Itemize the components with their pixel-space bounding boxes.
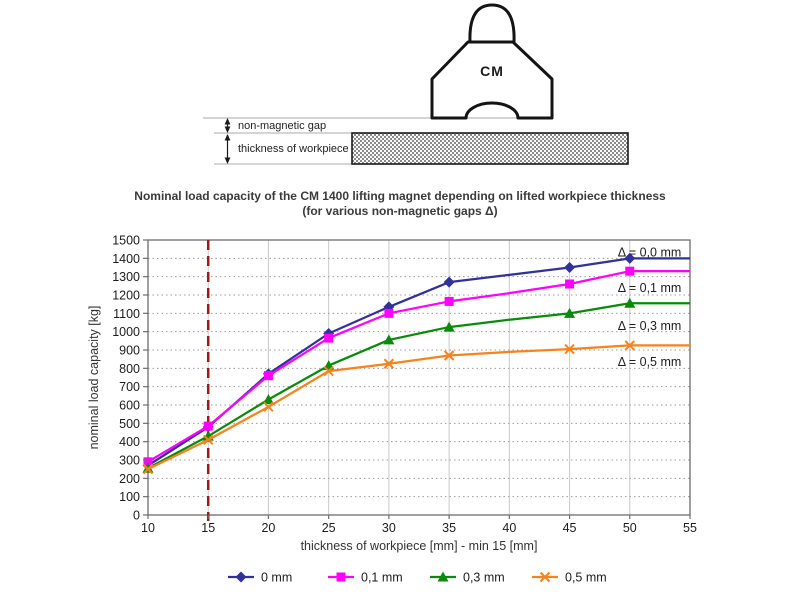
y-tick-label: 200 xyxy=(119,472,140,486)
x-tick-label: 25 xyxy=(322,521,336,535)
y-tick-label: 700 xyxy=(119,380,140,394)
y-tick-label: 600 xyxy=(119,399,140,413)
series-line-0mm xyxy=(147,257,690,467)
y-tick-label: 1400 xyxy=(112,252,140,266)
gap-label: non-magnetic gap xyxy=(238,120,326,132)
x-tick-label: 20 xyxy=(261,521,275,535)
y-tick-label: 500 xyxy=(119,417,140,431)
series-marker-triangle xyxy=(564,307,576,318)
series-annotation-0mm: Δ = 0,0 mm xyxy=(618,245,682,259)
series-marker-diamond xyxy=(235,571,247,583)
legend-label: 0,3 mm xyxy=(463,571,505,585)
series-marker-square xyxy=(444,296,454,306)
series-marker-square xyxy=(324,333,334,343)
series-marker-diamond xyxy=(624,252,636,264)
x-tick-label: 55 xyxy=(683,521,697,535)
series-marker-square xyxy=(384,308,394,318)
x-tick-label: 15 xyxy=(201,521,215,535)
y-tick-label: 0 xyxy=(133,509,140,523)
thickness-dimension-arrow xyxy=(224,134,231,164)
legend-label: 0 mm xyxy=(261,571,292,585)
series-marker-triangle xyxy=(437,571,449,582)
y-tick-label: 400 xyxy=(119,435,140,449)
plot-border xyxy=(147,239,691,516)
y-tick-label: 800 xyxy=(119,362,140,376)
series-line-03mm xyxy=(147,302,690,470)
series-marker-x xyxy=(142,463,154,475)
chart-title-line1: Nominal load capacity of the CM 1400 lif… xyxy=(134,189,666,203)
series-marker-triangle xyxy=(383,334,395,345)
series-annotation-01mm: Δ = 0,1 mm xyxy=(618,281,682,295)
y-tick-label: 1200 xyxy=(112,289,140,303)
x-tick-label: 30 xyxy=(382,521,396,535)
magnet-diagram: CM non-magnetic gap thickness of workpie… xyxy=(203,3,629,165)
chart-title: Nominal load capacity of the CM 1400 lif… xyxy=(0,189,800,218)
series-marker-triangle xyxy=(624,297,636,308)
series-marker-square xyxy=(336,572,346,582)
series-annotation-05mm: Δ = 0,5 mm xyxy=(618,355,682,369)
series-marker-x xyxy=(263,401,274,413)
series-marker-square xyxy=(143,457,153,467)
x-tick-label: 35 xyxy=(442,521,456,535)
y-tick-label: 100 xyxy=(119,490,140,504)
series-marker-triangle xyxy=(443,321,455,332)
magnet-lifting-eye-dome xyxy=(468,3,516,43)
series-marker-triangle xyxy=(142,462,154,473)
magnet-label: CM xyxy=(480,63,504,79)
y-tick-label: 1500 xyxy=(112,234,140,248)
x-tick-label: 45 xyxy=(563,521,577,535)
series-marker-diamond xyxy=(564,262,576,273)
series-marker-x xyxy=(383,358,395,369)
x-axis-title: thickness of workpiece [mm] - min 15 [mm… xyxy=(301,539,538,553)
series-marker-square xyxy=(625,266,635,276)
series-marker-square xyxy=(263,371,273,381)
series-marker-square xyxy=(565,279,575,289)
y-axis-title: nominal load capacity [kg] xyxy=(87,306,101,450)
series-marker-triangle xyxy=(262,394,274,404)
magnet-body xyxy=(430,40,554,120)
series-marker-x xyxy=(539,571,551,583)
legend-label: 0,1 mm xyxy=(361,571,403,585)
y-tick-label: 1100 xyxy=(113,307,140,321)
y-tick-label: 1000 xyxy=(112,325,140,339)
workpiece-label: thickness of workpiece xyxy=(238,143,349,155)
gap-dimension-arrow xyxy=(224,118,231,133)
workpiece-rect xyxy=(351,132,629,165)
legend-label: 0,5 mm xyxy=(565,571,607,585)
series-marker-x xyxy=(564,343,575,355)
series-line-01mm xyxy=(147,270,690,463)
series-marker-x xyxy=(624,340,635,351)
series-marker-diamond xyxy=(443,276,455,288)
series-annotation-03mm: Δ = 0,3 mm xyxy=(618,319,682,333)
x-tick-label: 40 xyxy=(502,521,516,535)
x-tick-label: 50 xyxy=(623,521,637,535)
series-line-05mm xyxy=(147,344,690,471)
y-tick-label: 1300 xyxy=(112,270,140,284)
y-tick-label: 900 xyxy=(119,344,140,358)
series-marker-x xyxy=(323,365,334,377)
y-tick-label: 300 xyxy=(119,454,140,468)
series-marker-x xyxy=(443,350,455,361)
chart-title-line2: (for various non-magnetic gaps Δ) xyxy=(302,203,498,218)
x-tick-label: 10 xyxy=(141,521,155,535)
series-marker-x xyxy=(203,434,214,446)
series-marker-square xyxy=(203,421,213,431)
load-capacity-chart: Δ = 0,0 mm Δ = 0,1 mm Δ = 0,3 mm Δ = 0,5 mm… xyxy=(87,234,697,585)
